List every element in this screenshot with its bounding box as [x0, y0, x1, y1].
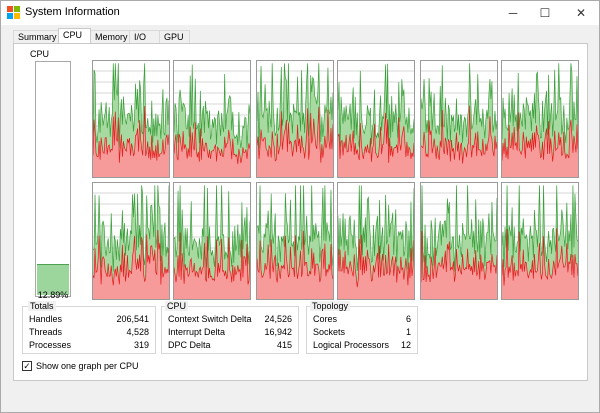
cpu-total-line: [502, 63, 578, 143]
cpu-meter-label: CPU: [30, 49, 50, 59]
cpu-graph-9: [256, 182, 334, 300]
cpu-kernel-line: [257, 230, 333, 283]
cpu-kernel-area: [93, 105, 169, 177]
topology-group: Cores 6 Sockets 1 Logical Processors 12: [306, 306, 418, 354]
close-button[interactable]: ✕: [561, 1, 600, 25]
cpu-graph-11: [420, 182, 498, 300]
tab-memory[interactable]: Memory: [90, 30, 130, 43]
cpu-total-line: [257, 185, 333, 267]
cpu-graph-10: [337, 182, 415, 300]
window-title: System Information: [25, 6, 120, 18]
cpu-total-line: [93, 63, 169, 148]
cpu-kernel-line: [502, 112, 578, 162]
cpu-kernel-line: [93, 105, 169, 163]
cpu-total-line: [338, 63, 414, 148]
tab-io[interactable]: I/O: [129, 30, 160, 43]
totals-group: Handles 206,541 Threads 4,528 Processes …: [22, 306, 156, 354]
cpu-kernel-area: [421, 105, 497, 177]
cpu-graph-3: [256, 60, 334, 178]
cpu-kernel-line: [257, 106, 333, 163]
cpu-total-line: [421, 185, 497, 272]
one-graph-per-cpu-label: Show one graph per CPU: [36, 361, 139, 371]
cpu-stats-group: Context Switch Delta 24,526 Interrupt De…: [161, 306, 299, 354]
cpu-total-line: [174, 185, 250, 268]
cpu-usage-meter: [35, 61, 71, 297]
cpu-stats-row-dpc: DPC Delta 415: [168, 340, 292, 350]
cpu-graph-7: [92, 182, 170, 300]
minimize-button[interactable]: ─: [493, 1, 533, 25]
cpu-kernel-line: [174, 232, 250, 285]
one-graph-per-cpu-checkbox[interactable]: ✓: [22, 361, 32, 371]
cpu-kernel-line: [338, 112, 414, 163]
cpu-kernel-line: [93, 230, 169, 286]
cpu-kernel-area: [338, 234, 414, 299]
cpu-total-line: [502, 185, 578, 268]
cpu-graph-1: [92, 60, 170, 178]
cpu-graph-5: [420, 60, 498, 178]
cpu-graph-4: [337, 60, 415, 178]
title-bar[interactable]: System Information ─ ☐ ✕: [1, 1, 599, 25]
cpu-kernel-area: [93, 230, 169, 299]
close-icon: ✕: [575, 6, 587, 20]
tab-summary[interactable]: Summary: [13, 30, 59, 43]
cpu-stats-row-interrupt: Interrupt Delta 16,942: [168, 327, 292, 337]
totals-row-processes: Processes 319: [29, 340, 149, 350]
cpu-stats-row-context-switch: Context Switch Delta 24,526: [168, 314, 292, 324]
cpu-stats-group-title: CPU: [165, 301, 189, 311]
cpu-kernel-area: [421, 231, 497, 299]
cpu-kernel-area: [502, 112, 578, 177]
cpu-usage-percent: 12.89%: [37, 290, 69, 300]
maximize-icon: ☐: [539, 6, 551, 20]
tab-gpu[interactable]: GPU: [159, 30, 190, 43]
topology-group-title: Topology: [310, 301, 351, 311]
cpu-graph-8: [173, 182, 251, 300]
topology-row-logical-processors: Logical Processors 12: [313, 340, 411, 350]
cpu-total-line: [338, 185, 414, 272]
cpu-total-line: [421, 63, 497, 143]
cpu-kernel-area: [174, 122, 250, 177]
cpu-graph-6: [501, 60, 579, 178]
cpu-graph-2: [173, 60, 251, 178]
topology-row-sockets: Sockets 1: [313, 327, 411, 337]
totals-group-title: Totals: [28, 301, 56, 311]
cpu-kernel-line: [421, 105, 497, 164]
totals-row-handles: Handles 206,541: [29, 314, 149, 324]
cpu-usage-fill: [37, 264, 69, 295]
cpu-total-line: [93, 185, 169, 272]
maximize-button[interactable]: ☐: [525, 1, 565, 25]
topology-row-cores: Cores 6: [313, 314, 411, 324]
app-icon: [7, 6, 20, 19]
cpu-kernel-line: [338, 234, 414, 288]
minimize-icon: ─: [508, 6, 518, 20]
cpu-graph-12: [501, 182, 579, 300]
cpu-kernel-area: [174, 232, 250, 299]
cpu-total-line: [174, 64, 250, 148]
totals-row-threads: Threads 4,528: [29, 327, 149, 337]
cpu-kernel-area: [338, 112, 414, 177]
per-cpu-graph-grid: [92, 60, 579, 300]
cpu-total-line: [257, 63, 333, 149]
tab-cpu[interactable]: CPU: [58, 28, 91, 43]
cpu-kernel-line: [421, 230, 497, 283]
cpu-kernel-line: [174, 122, 250, 165]
cpu-kernel-line: [502, 228, 578, 286]
